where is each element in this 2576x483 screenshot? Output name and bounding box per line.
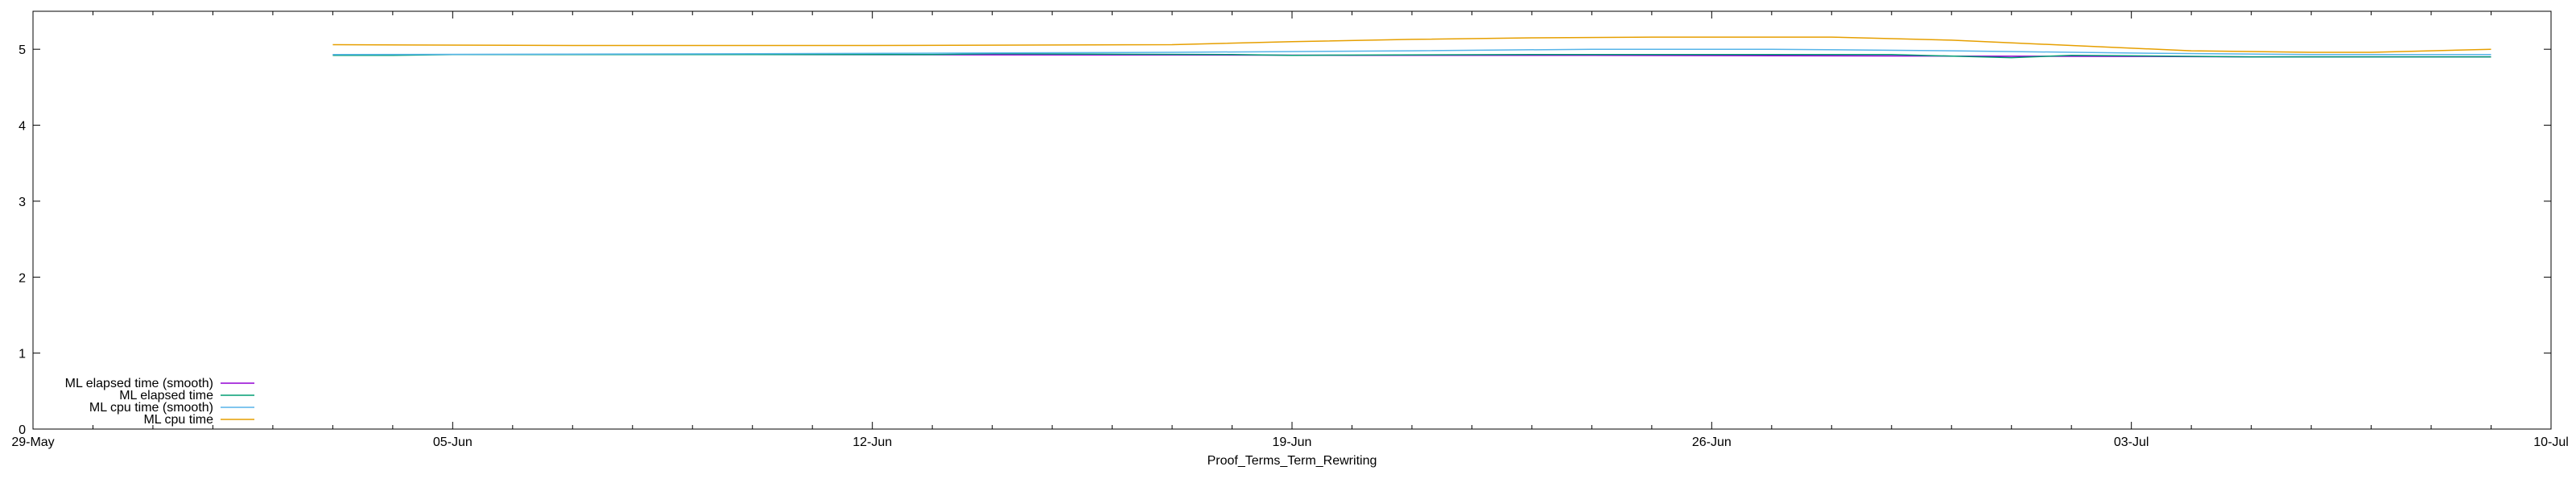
y-tick-label: 1 (19, 348, 26, 361)
y-tick-label: 3 (19, 196, 26, 209)
legend: ML elapsed time (smooth)ML elapsed timeM… (65, 377, 254, 427)
x-tick-label: 19-Jun (1273, 436, 1312, 449)
y-tick-label: 0 (19, 423, 26, 437)
series-line-4 (332, 36, 2491, 53)
x-tick-label: 05-Jun (433, 436, 473, 449)
x-axis-title: Proof_Terms_Term_Rewriting (1208, 454, 1377, 468)
y-axis: 0 1 2 3 4 5 (19, 43, 2551, 437)
legend-label: ML cpu time (143, 413, 213, 427)
y-tick-label: 5 (19, 43, 26, 57)
series-lines (332, 36, 2491, 59)
x-tick-label: 10-Jul (2533, 436, 2569, 449)
x-tick-label: 03-Jul (2114, 436, 2149, 449)
y-tick-label: 2 (19, 271, 26, 285)
x-axis: 29-May 05-Jun 12-Jun 19-Jun 26-Jun 03-Jul 10-J… (11, 11, 2569, 449)
series-line-3 (332, 48, 2491, 56)
y-tick-label: 4 (19, 120, 26, 134)
x-tick-label: 26-Jun (1692, 436, 1732, 449)
legend-label: ML elapsed time (119, 389, 213, 402)
x-tick-label: 12-Jun (852, 436, 892, 449)
plot-frame (32, 10, 2552, 430)
x-tick-label: 29-May (11, 436, 54, 449)
legend-label: ML elapsed time (smooth) (65, 377, 213, 390)
legend-label: ML cpu time (smooth) (89, 401, 213, 415)
